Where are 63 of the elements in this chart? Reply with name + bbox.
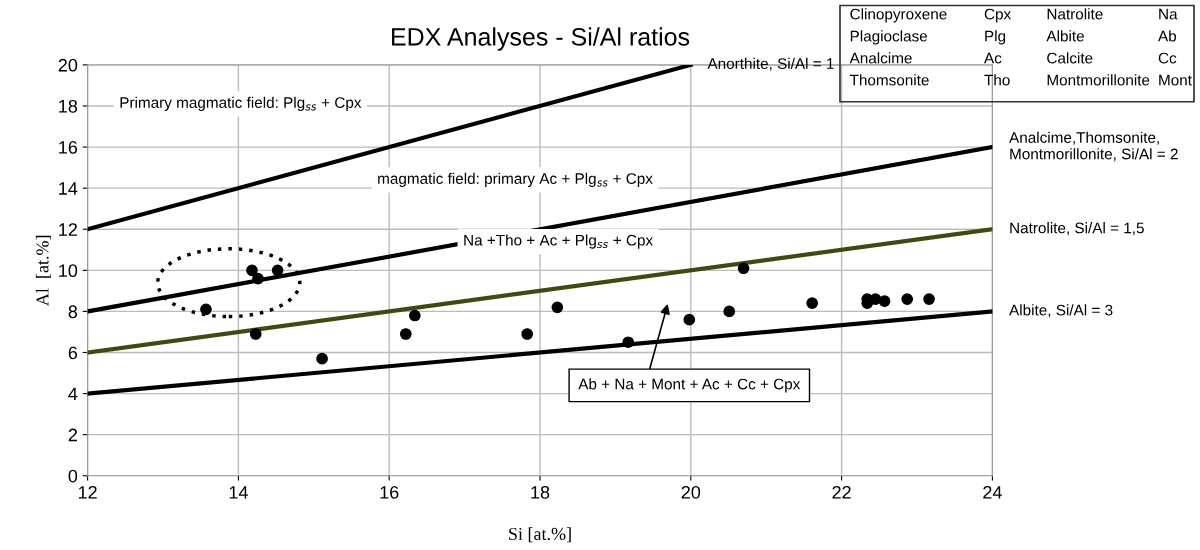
text: Calcite xyxy=(1047,52,1093,64)
x-tick-label: 18 xyxy=(531,485,550,499)
text: Cc xyxy=(1158,52,1177,64)
text: Natrolite xyxy=(1047,8,1103,20)
point xyxy=(521,328,534,340)
text: Mont xyxy=(1159,74,1192,86)
point xyxy=(271,264,284,277)
point xyxy=(399,328,412,340)
point xyxy=(901,293,914,305)
x-tick-label: 20 xyxy=(681,485,701,499)
point xyxy=(551,301,564,314)
annotation: Thomsonite xyxy=(849,74,929,86)
y-tick-label: 2 xyxy=(68,428,77,442)
x-tick-label: 14 xyxy=(229,486,248,499)
text: Plg xyxy=(985,30,1006,45)
point xyxy=(316,352,328,365)
point xyxy=(622,336,635,349)
point xyxy=(737,262,750,275)
y-tick-label: 10 xyxy=(59,264,78,278)
y-tick-label: 8 xyxy=(68,305,78,319)
annotation: Primary magmatic field: Plg$_{ss}$ + Cpx xyxy=(120,96,362,111)
y-tick-label: 4 xyxy=(68,387,78,401)
text: Montmorillonite xyxy=(1047,74,1150,86)
point xyxy=(923,293,935,305)
text: Cpx xyxy=(984,8,1011,23)
annotation: magmatic field: primary Ac + Plg$_{ss}$ + Cpx xyxy=(378,172,653,187)
x-axis-title: Si [at.%] xyxy=(509,527,571,543)
point xyxy=(249,328,262,340)
x-tick-label: 12 xyxy=(78,485,97,499)
chart-title: EDX Analyses - Si/Al ratios xyxy=(392,27,690,51)
point xyxy=(246,264,258,277)
series-label: Anorthite, Si/Al = 1 xyxy=(707,57,834,71)
point xyxy=(723,305,736,318)
text: Na xyxy=(1159,8,1178,20)
y-axis-title: Al [at.%] xyxy=(35,235,51,306)
point xyxy=(683,313,696,326)
x-tick-label: 24 xyxy=(983,485,1002,499)
x-tick-label: 16 xyxy=(380,485,399,499)
y-tick-label: 14 xyxy=(59,182,78,195)
point xyxy=(806,297,819,310)
text: Albite xyxy=(1046,30,1084,42)
series-label: Natrolite, Si/Al = 1,5 xyxy=(1010,222,1144,236)
point xyxy=(200,303,212,316)
y-tick-label: 6 xyxy=(68,346,78,360)
annotation: Tho xyxy=(984,74,1010,86)
y-tick-label: 16 xyxy=(59,141,78,154)
y-tick-label: 12 xyxy=(59,223,77,236)
point xyxy=(878,295,891,307)
y-tick-label: 18 xyxy=(59,99,78,113)
point xyxy=(408,309,421,322)
annotation: Ab + Na + Mont + Ac + Cc + Cpx xyxy=(578,378,801,393)
series-label: Albite, Si/Al = 3 xyxy=(1009,304,1113,318)
y-tick-label: 0 xyxy=(68,469,78,483)
text: Clinopyroxene xyxy=(850,8,947,23)
series-label: Analcime,Thomsonite, Montmorillonite, Si/Al = 2 xyxy=(1009,131,1178,162)
text: Analcime xyxy=(849,52,912,64)
point xyxy=(252,272,264,285)
text: Plagioclase xyxy=(850,30,928,45)
x-tick-label: 22 xyxy=(832,485,851,499)
y-tick-label: 20 xyxy=(58,58,78,72)
text: Ac xyxy=(984,52,1002,64)
annotation: Na +Tho + Ac + Plg$_{ss}$ + Cpx xyxy=(464,234,653,249)
text: Ab xyxy=(1158,30,1177,42)
